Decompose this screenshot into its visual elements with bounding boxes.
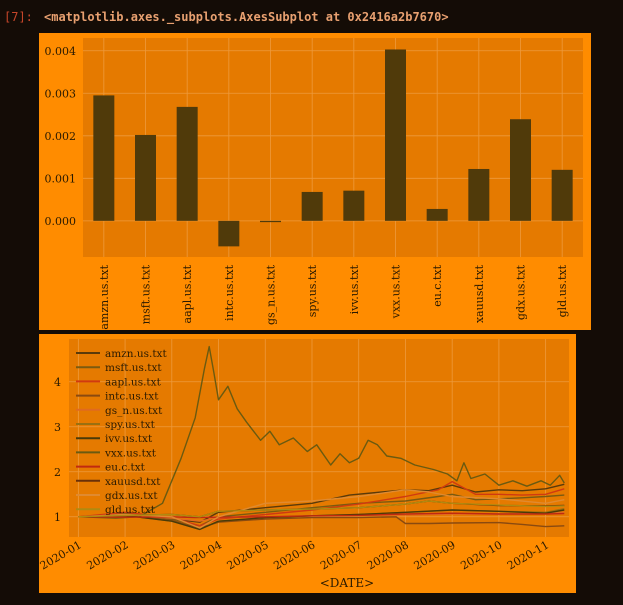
bar-xauusd-txt	[468, 168, 490, 221]
bar-eu-c-txt	[426, 208, 448, 221]
y-tick-label: 1	[54, 511, 61, 524]
x-tick-label: 2020-06	[271, 538, 317, 572]
cell-output-text: <matplotlib.axes._subplots.AxesSubplot a…	[44, 10, 449, 24]
x-tick-label: gs_n.us.txt	[265, 264, 278, 325]
y-tick-label: 2	[54, 466, 61, 479]
y-tick-label: 4	[54, 376, 61, 389]
bar-aapl-us-txt	[176, 106, 198, 221]
cell-prompt: [7]:	[4, 10, 33, 24]
x-tick-label: 2020-04	[178, 538, 224, 572]
x-tick-label: 2020-08	[365, 538, 411, 572]
y-tick-label: 0.004	[45, 45, 77, 58]
line-chart-figure: 1 2 3 4 2020-01 2020-02 2020-03 2020-04 2020-05 2…	[38, 334, 576, 593]
x-tick-label: ivv.us.txt	[348, 264, 361, 314]
legend-label: eu.c.txt	[105, 462, 146, 474]
plot-area	[83, 38, 583, 257]
x-tick-label: spy.us.txt	[306, 264, 319, 317]
bar-chart: 0.000 0.001 0.002 0.003 0.004 amzn.us.txt msft…	[45, 38, 583, 330]
x-tick-label: 2020-03	[131, 538, 177, 572]
x-tick-label: vxx.us.txt	[390, 264, 403, 319]
x-tick-label: 2020-11	[505, 538, 551, 572]
x-tick-label: gdx.us.txt	[515, 264, 528, 320]
y-tick-label: 3	[54, 421, 61, 434]
x-axis-label: <DATE>	[320, 576, 375, 590]
legend-label: ivv.us.txt	[105, 433, 153, 445]
legend-label: intc.us.txt	[105, 391, 159, 403]
x-tick-label: 2020-09	[412, 538, 458, 572]
bar-spy-us-txt	[301, 191, 323, 221]
legend-label: vxx.us.txt	[104, 447, 157, 459]
y-tick-label: 0.002	[45, 130, 77, 143]
series-line-vxx-us-txt	[78, 345, 565, 519]
bar-gld-us-txt	[551, 169, 573, 221]
legend: amzn.us.txt msft.us.txt aapl.us.txt intc.us…	[76, 348, 167, 516]
x-tick-label: 2020-05	[225, 538, 271, 572]
x-tick-label: gld.us.txt	[556, 264, 569, 317]
series-line-intc-us-txt	[78, 515, 565, 529]
x-tick-label: msft.us.txt	[140, 264, 153, 324]
x-tick-label: 2020-01	[39, 538, 84, 572]
x-tick-label: 2020-02	[84, 538, 130, 572]
legend-label: spy.us.txt	[105, 419, 156, 431]
x-tick-label: 2020-07	[318, 538, 364, 572]
bar-amzn-us-txt	[93, 95, 115, 221]
series-line-amzn-us-txt	[78, 483, 565, 523]
bar-msft-us-txt	[135, 134, 156, 221]
y-tick-label: 0.003	[45, 87, 77, 100]
bar-vxx-us-txt	[385, 49, 406, 221]
bar-chart-figure: 0.000 0.001 0.002 0.003 0.004 amzn.us.txt msft…	[39, 33, 591, 330]
x-tick-label: 2020-10	[458, 538, 504, 572]
legend-label: gld.us.txt	[105, 504, 156, 516]
series-line-gld-us-txt	[78, 500, 565, 518]
y-tick-label: 0.000	[45, 215, 77, 228]
legend-label: gdx.us.txt	[105, 490, 158, 502]
bar-gs_n-us-txt	[260, 220, 281, 223]
x-tick-label: xauusd.txt	[473, 264, 486, 323]
x-tick-label: aapl.us.txt	[181, 264, 194, 323]
bar-intc-us-txt	[218, 220, 240, 247]
legend-label: gs_n.us.txt	[105, 405, 163, 417]
bar-ivv-us-txt	[343, 190, 365, 221]
bar-gdx-us-txt	[510, 119, 531, 221]
series-line-gdx-us-txt	[78, 489, 565, 529]
legend-label: msft.us.txt	[105, 362, 162, 374]
x-tick-label: amzn.us.txt	[98, 264, 111, 329]
legend-label: amzn.us.txt	[105, 348, 167, 360]
y-tick-label: 0.001	[45, 172, 77, 185]
x-tick-label: eu.c.txt	[431, 264, 444, 306]
legend-label: xauusd.txt	[105, 476, 161, 488]
x-tick-label: intc.us.txt	[223, 264, 236, 321]
legend-label: aapl.us.txt	[105, 376, 162, 388]
